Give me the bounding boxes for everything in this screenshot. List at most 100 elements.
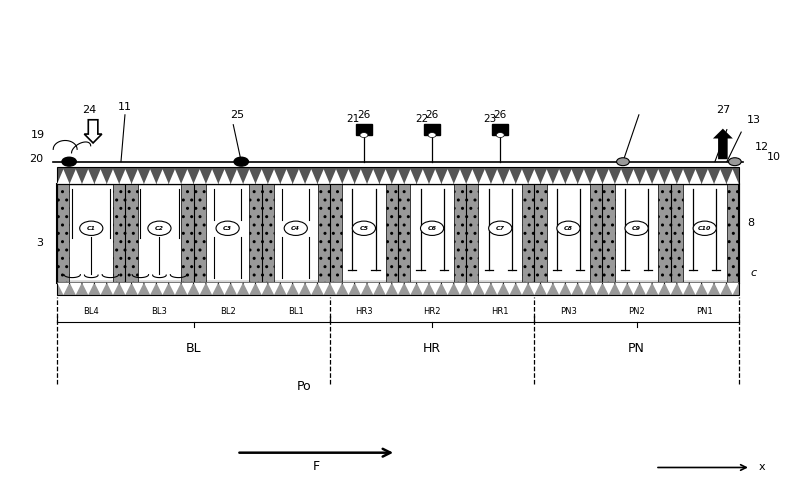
Text: 24: 24 (82, 105, 96, 115)
Circle shape (216, 221, 239, 236)
Text: Po: Po (297, 379, 312, 393)
Bar (522, 184, 534, 283)
Polygon shape (106, 283, 119, 295)
Text: C10: C10 (698, 226, 711, 231)
Polygon shape (516, 169, 528, 184)
Polygon shape (503, 169, 516, 184)
Text: 3: 3 (36, 238, 43, 248)
Polygon shape (156, 283, 169, 295)
Polygon shape (665, 169, 677, 184)
Polygon shape (392, 169, 404, 184)
Polygon shape (726, 169, 739, 184)
Polygon shape (330, 169, 342, 184)
Polygon shape (714, 283, 726, 295)
Polygon shape (516, 283, 528, 295)
Polygon shape (131, 283, 144, 295)
Polygon shape (615, 169, 627, 184)
Polygon shape (144, 169, 156, 184)
Polygon shape (690, 283, 702, 295)
Bar (534, 184, 546, 283)
Circle shape (148, 221, 171, 236)
Polygon shape (454, 169, 466, 184)
Polygon shape (268, 283, 280, 295)
Text: 20: 20 (29, 154, 43, 164)
Polygon shape (94, 169, 106, 184)
Polygon shape (194, 169, 206, 184)
Polygon shape (726, 283, 739, 295)
Polygon shape (293, 169, 305, 184)
Polygon shape (640, 169, 652, 184)
Polygon shape (627, 283, 640, 295)
Polygon shape (169, 169, 181, 184)
Polygon shape (566, 283, 578, 295)
Bar (57, 184, 70, 283)
Polygon shape (404, 169, 417, 184)
Text: 12: 12 (754, 142, 769, 152)
Circle shape (428, 132, 436, 137)
Bar (424, 124, 440, 134)
Circle shape (234, 157, 249, 166)
Text: F: F (313, 460, 320, 473)
Polygon shape (590, 283, 602, 295)
Polygon shape (714, 169, 726, 184)
Polygon shape (466, 283, 478, 295)
Circle shape (284, 221, 307, 236)
Text: C5: C5 (359, 226, 369, 231)
Text: 10: 10 (766, 152, 781, 162)
Text: C6: C6 (427, 226, 437, 231)
Text: BL3: BL3 (151, 307, 167, 316)
Polygon shape (652, 283, 665, 295)
Polygon shape (354, 283, 367, 295)
Polygon shape (491, 283, 503, 295)
Polygon shape (627, 169, 640, 184)
Polygon shape (206, 169, 218, 184)
Bar (670, 184, 683, 283)
Text: PN2: PN2 (628, 307, 645, 316)
Bar (683, 186, 726, 280)
Text: 8: 8 (746, 218, 754, 228)
Text: C7: C7 (496, 226, 505, 231)
Bar (126, 184, 138, 283)
Bar (57, 283, 739, 295)
Circle shape (729, 158, 742, 166)
Polygon shape (255, 169, 268, 184)
Polygon shape (280, 283, 293, 295)
Text: 26: 26 (494, 110, 507, 120)
Bar (138, 186, 182, 280)
Polygon shape (354, 169, 367, 184)
Polygon shape (454, 283, 466, 295)
Polygon shape (280, 169, 293, 184)
Polygon shape (156, 169, 169, 184)
Text: C1: C1 (86, 226, 96, 231)
Polygon shape (119, 169, 131, 184)
FancyArrow shape (713, 128, 733, 159)
Text: PN3: PN3 (560, 307, 577, 316)
Polygon shape (82, 283, 94, 295)
Polygon shape (429, 169, 442, 184)
Bar (454, 184, 466, 283)
Polygon shape (119, 283, 131, 295)
Polygon shape (342, 283, 354, 295)
Polygon shape (194, 283, 206, 295)
Polygon shape (528, 169, 541, 184)
Text: 21: 21 (346, 114, 360, 124)
Polygon shape (144, 283, 156, 295)
Polygon shape (590, 169, 602, 184)
Polygon shape (702, 169, 714, 184)
Polygon shape (541, 283, 553, 295)
Polygon shape (318, 169, 330, 184)
Text: 22: 22 (415, 114, 428, 124)
Polygon shape (665, 283, 677, 295)
Bar (492, 124, 508, 134)
Polygon shape (702, 283, 714, 295)
Polygon shape (255, 283, 268, 295)
Text: c: c (750, 268, 757, 278)
Polygon shape (330, 283, 342, 295)
Polygon shape (677, 283, 690, 295)
Polygon shape (602, 169, 615, 184)
Text: 21: 21 (358, 124, 370, 134)
Polygon shape (57, 169, 70, 184)
Polygon shape (181, 169, 194, 184)
Polygon shape (690, 169, 702, 184)
Bar (57, 184, 739, 283)
